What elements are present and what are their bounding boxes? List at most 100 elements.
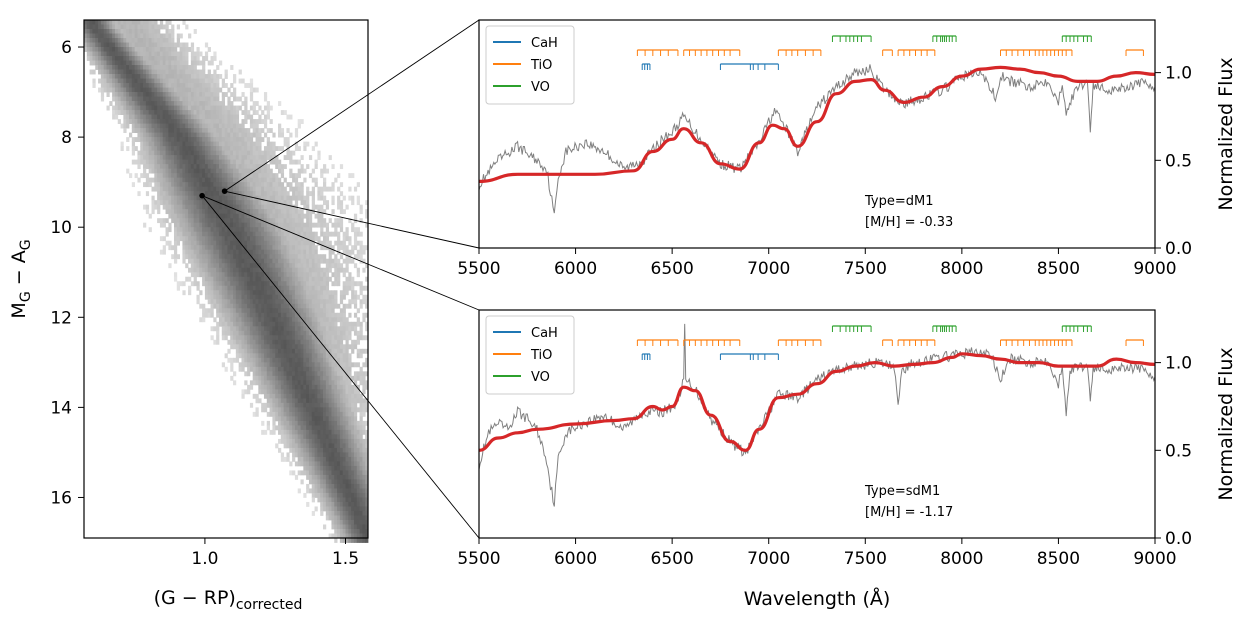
cmd-density-cell (216, 96, 220, 102)
cmd-density-cell (216, 303, 220, 309)
cmd-density-cell (362, 398, 366, 404)
cmd-density-cell (286, 218, 290, 224)
cmd-density-cell (157, 105, 161, 111)
cmd-density-cell (168, 263, 172, 269)
cmd-density-cell (280, 416, 285, 422)
cmd-density-cell (179, 195, 183, 201)
cmd-density-cell (353, 362, 358, 368)
cmd-density-cell (286, 236, 290, 242)
cmd-density-cell (221, 92, 225, 97)
cmd-density-cell (351, 456, 355, 462)
cmd-density-cell (117, 51, 121, 57)
cmd-density-cell (176, 285, 180, 291)
cmd-density-cell (320, 456, 324, 462)
cmd-density-cell (356, 474, 360, 480)
cmd-density-cell (269, 407, 273, 413)
cmd-density-cell (286, 393, 290, 399)
cmd-density-cell (210, 326, 214, 332)
cmd-density-cell (154, 38, 158, 43)
cmd-density-cell (289, 330, 293, 336)
cmd-density-cell (331, 465, 335, 471)
cmd-density-cell (143, 173, 147, 179)
cmd-density-cell (323, 371, 327, 377)
cmd-density-cell (157, 168, 161, 174)
cmd-density-cell (140, 159, 144, 165)
cmd-density-cell (103, 42, 107, 48)
cmd-density-cell (348, 344, 352, 350)
cmd-density-cell (193, 128, 197, 133)
cmd-density-cell (252, 227, 256, 233)
cmd-density-cell (238, 195, 242, 201)
cmd-density-cell (339, 164, 344, 170)
cmd-density-cell (176, 96, 180, 102)
cmd-density-cell (255, 110, 259, 115)
cmd-density-cell (162, 119, 166, 124)
cmd-density-cell (356, 317, 360, 323)
cmd-density-cell (292, 393, 296, 399)
cmd-density-cell (255, 353, 259, 359)
cmd-density-cell (114, 87, 119, 93)
cmd-density-cell (337, 204, 341, 210)
cmd-density-cell (320, 218, 324, 224)
cmd-density-cell (308, 375, 313, 381)
cmd-density-cell (204, 191, 209, 197)
cmd-density-cell (280, 254, 285, 260)
cmd-density-cell (114, 96, 119, 102)
cmd-density-cell (238, 182, 242, 188)
cmd-density-cell (258, 186, 262, 192)
cmd-density-cell (306, 204, 310, 210)
cmd-density-cell (106, 20, 110, 25)
cmd-density-cell (320, 470, 324, 476)
cmd-density-cell (241, 168, 245, 174)
cmd-density-cell (278, 164, 282, 170)
cmd-density-cell (353, 420, 358, 426)
cmd-density-cell (173, 218, 178, 224)
cmd-density-cell (84, 24, 88, 30)
cmd-density-cell (345, 236, 349, 242)
cmd-density-cell (179, 101, 183, 106)
cmd-density-cell (286, 362, 290, 368)
cmd-density-cell (182, 258, 186, 264)
cmd-density-cell (258, 227, 262, 233)
cmd-density-cell (353, 416, 358, 422)
cmd-density-cell (157, 78, 161, 84)
cmd-density-cell (337, 429, 341, 435)
cmd-density-cell (114, 92, 119, 97)
cmd-density-cell (258, 312, 262, 318)
cmd-density-cell (233, 339, 237, 345)
cmd-density-cell (171, 110, 175, 115)
cmd-density-cell (269, 195, 273, 201)
cmd-density-cell (300, 357, 304, 363)
cmd-density-cell (224, 308, 228, 314)
cmd-density-cell (252, 204, 256, 210)
cmd-density-cell (247, 173, 251, 179)
cmd-density-cell (145, 209, 150, 215)
cmd-density-cell (131, 182, 136, 188)
cmd-density-cell (317, 353, 321, 359)
cmd-density-cell (193, 276, 197, 282)
cmd-density-cell (148, 74, 152, 79)
cmd-density-cell (275, 348, 279, 354)
cmd-density-cell (283, 384, 287, 390)
cmd-density-cell (199, 290, 203, 296)
cmd-density-cell (216, 78, 220, 84)
cmd-density-cell (235, 114, 240, 120)
cmd-density-cell (235, 267, 240, 273)
cmd-density-cell (331, 164, 335, 170)
cmd-density-cell (173, 177, 178, 183)
cmd-density-cell (255, 344, 259, 350)
cmd-density-cell (345, 267, 349, 273)
cmd-density-cell (190, 155, 195, 161)
cmd-density-cell (193, 146, 197, 152)
cmd-density-cell (272, 146, 276, 152)
cmd-density-cell (202, 155, 206, 161)
cmd-density-cell (224, 146, 228, 152)
cmd-density-cell (269, 150, 273, 156)
cmd-density-cell (292, 434, 296, 440)
cmd-density-cell (353, 452, 358, 458)
cmd-density-cell (275, 321, 279, 327)
cmd-density-cell (297, 191, 301, 197)
cmd-density-cell (233, 276, 237, 282)
cmd-density-cell (213, 51, 217, 57)
cmd-density-cell (258, 317, 262, 323)
